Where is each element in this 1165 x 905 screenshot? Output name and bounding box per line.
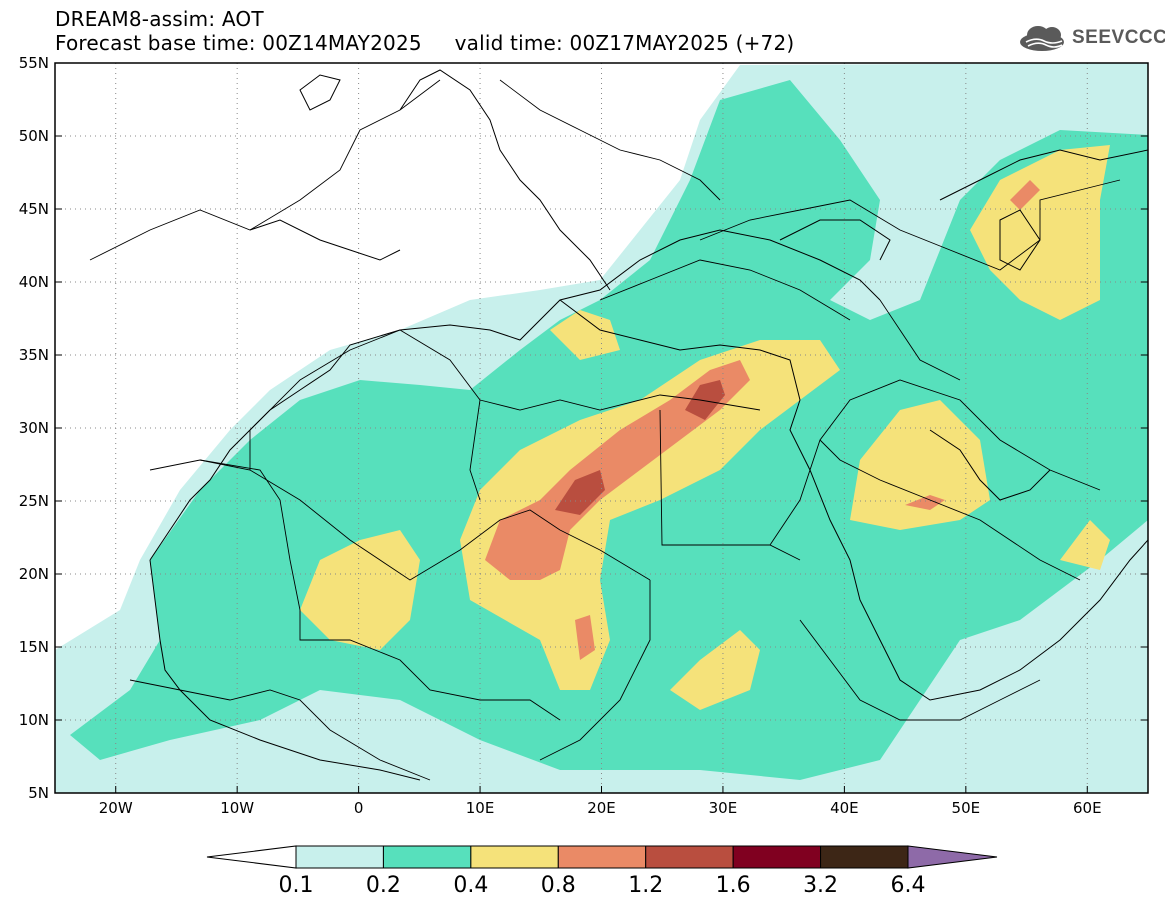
colorbar-swatch [470,845,559,869]
lat-tick-label: 20N [19,565,49,583]
aot-level-1.2 [555,470,605,515]
lat-tick-label: 30N [19,419,49,437]
colorbar-label: 1.2 [628,873,663,898]
lat-tick-label: 45N [19,200,49,218]
lon-tick-label: 60E [1073,799,1102,817]
lon-tick-label: 40E [830,799,859,817]
colorbar-swatch [557,845,647,869]
aot-level-0.8 [1010,180,1040,210]
colorbar-label: 3.2 [803,873,838,898]
colorbar-label: 6.4 [891,873,926,898]
lat-tick-label: 25N [19,492,49,510]
graticule [55,63,1148,793]
aot-level-1.2 [685,380,725,420]
colorbar: 0.1 0.2 0.4 0.8 1.2 1.6 3.2 6.4 [206,845,998,898]
lon-tick-label: 50E [952,799,981,817]
lon-tick-label: 10W [220,799,254,817]
aot-level-0.8 [575,615,595,660]
colorbar-under-triangle [206,845,297,869]
lon-tick-label: 30E [709,799,738,817]
aot-level-0.4 [670,630,760,710]
lat-tick-label: 35N [19,346,49,364]
logo-text: SEEVCCC [1072,27,1165,48]
coastlines [149,69,1148,781]
country-borders [89,79,1121,781]
longitude-labels: 20W 10W 0 10E 20E 30E 40E 50E 60E [99,799,1102,817]
lon-tick-label: 20W [99,799,133,817]
cloud-icon [1020,26,1064,51]
colorbar-swatch [295,845,384,869]
aot-level-0.4 [850,400,990,530]
lat-tick-label: 5N [28,784,49,802]
colorbar-label: 0.1 [279,873,314,898]
lat-tick-label: 15N [19,638,49,656]
aot-level-0.4 [1060,520,1110,570]
seevccc-logo [1020,26,1064,51]
lat-tick-label: 10N [19,711,49,729]
aot-level-0.4 [550,310,620,360]
aot-level-0.8 [905,495,945,510]
axis-ticks [55,62,1148,794]
colorbar-swatch [382,845,472,869]
colorbar-swatch [732,845,822,869]
colorbar-label: 0.2 [366,873,401,898]
latitude-labels: 55N 50N 45N 40N 35N 30N 25N 20N 15N 10N 5N [19,54,49,802]
aot-level-0.4 [300,530,420,650]
map-title: DREAM8-assim: AOT [55,7,264,31]
lon-tick-label: 20E [587,799,616,817]
lat-tick-label: 55N [19,54,49,72]
colorbar-label: 0.8 [541,873,576,898]
lon-tick-label: 0 [354,799,364,817]
colorbar-swatch [645,845,734,869]
colorbar-swatch [820,845,909,869]
colorbar-label: 0.4 [453,873,488,898]
aot-level-0.8 [485,360,750,580]
colorbar-label: 1.6 [716,873,751,898]
lat-tick-label: 50N [19,127,49,145]
map-subtitle-times: Forecast base time: 00Z14MAY2025 valid t… [55,31,795,55]
lon-tick-label: 10E [466,799,495,817]
lat-tick-label: 40N [19,273,49,291]
colorbar-over-triangle [907,845,998,869]
